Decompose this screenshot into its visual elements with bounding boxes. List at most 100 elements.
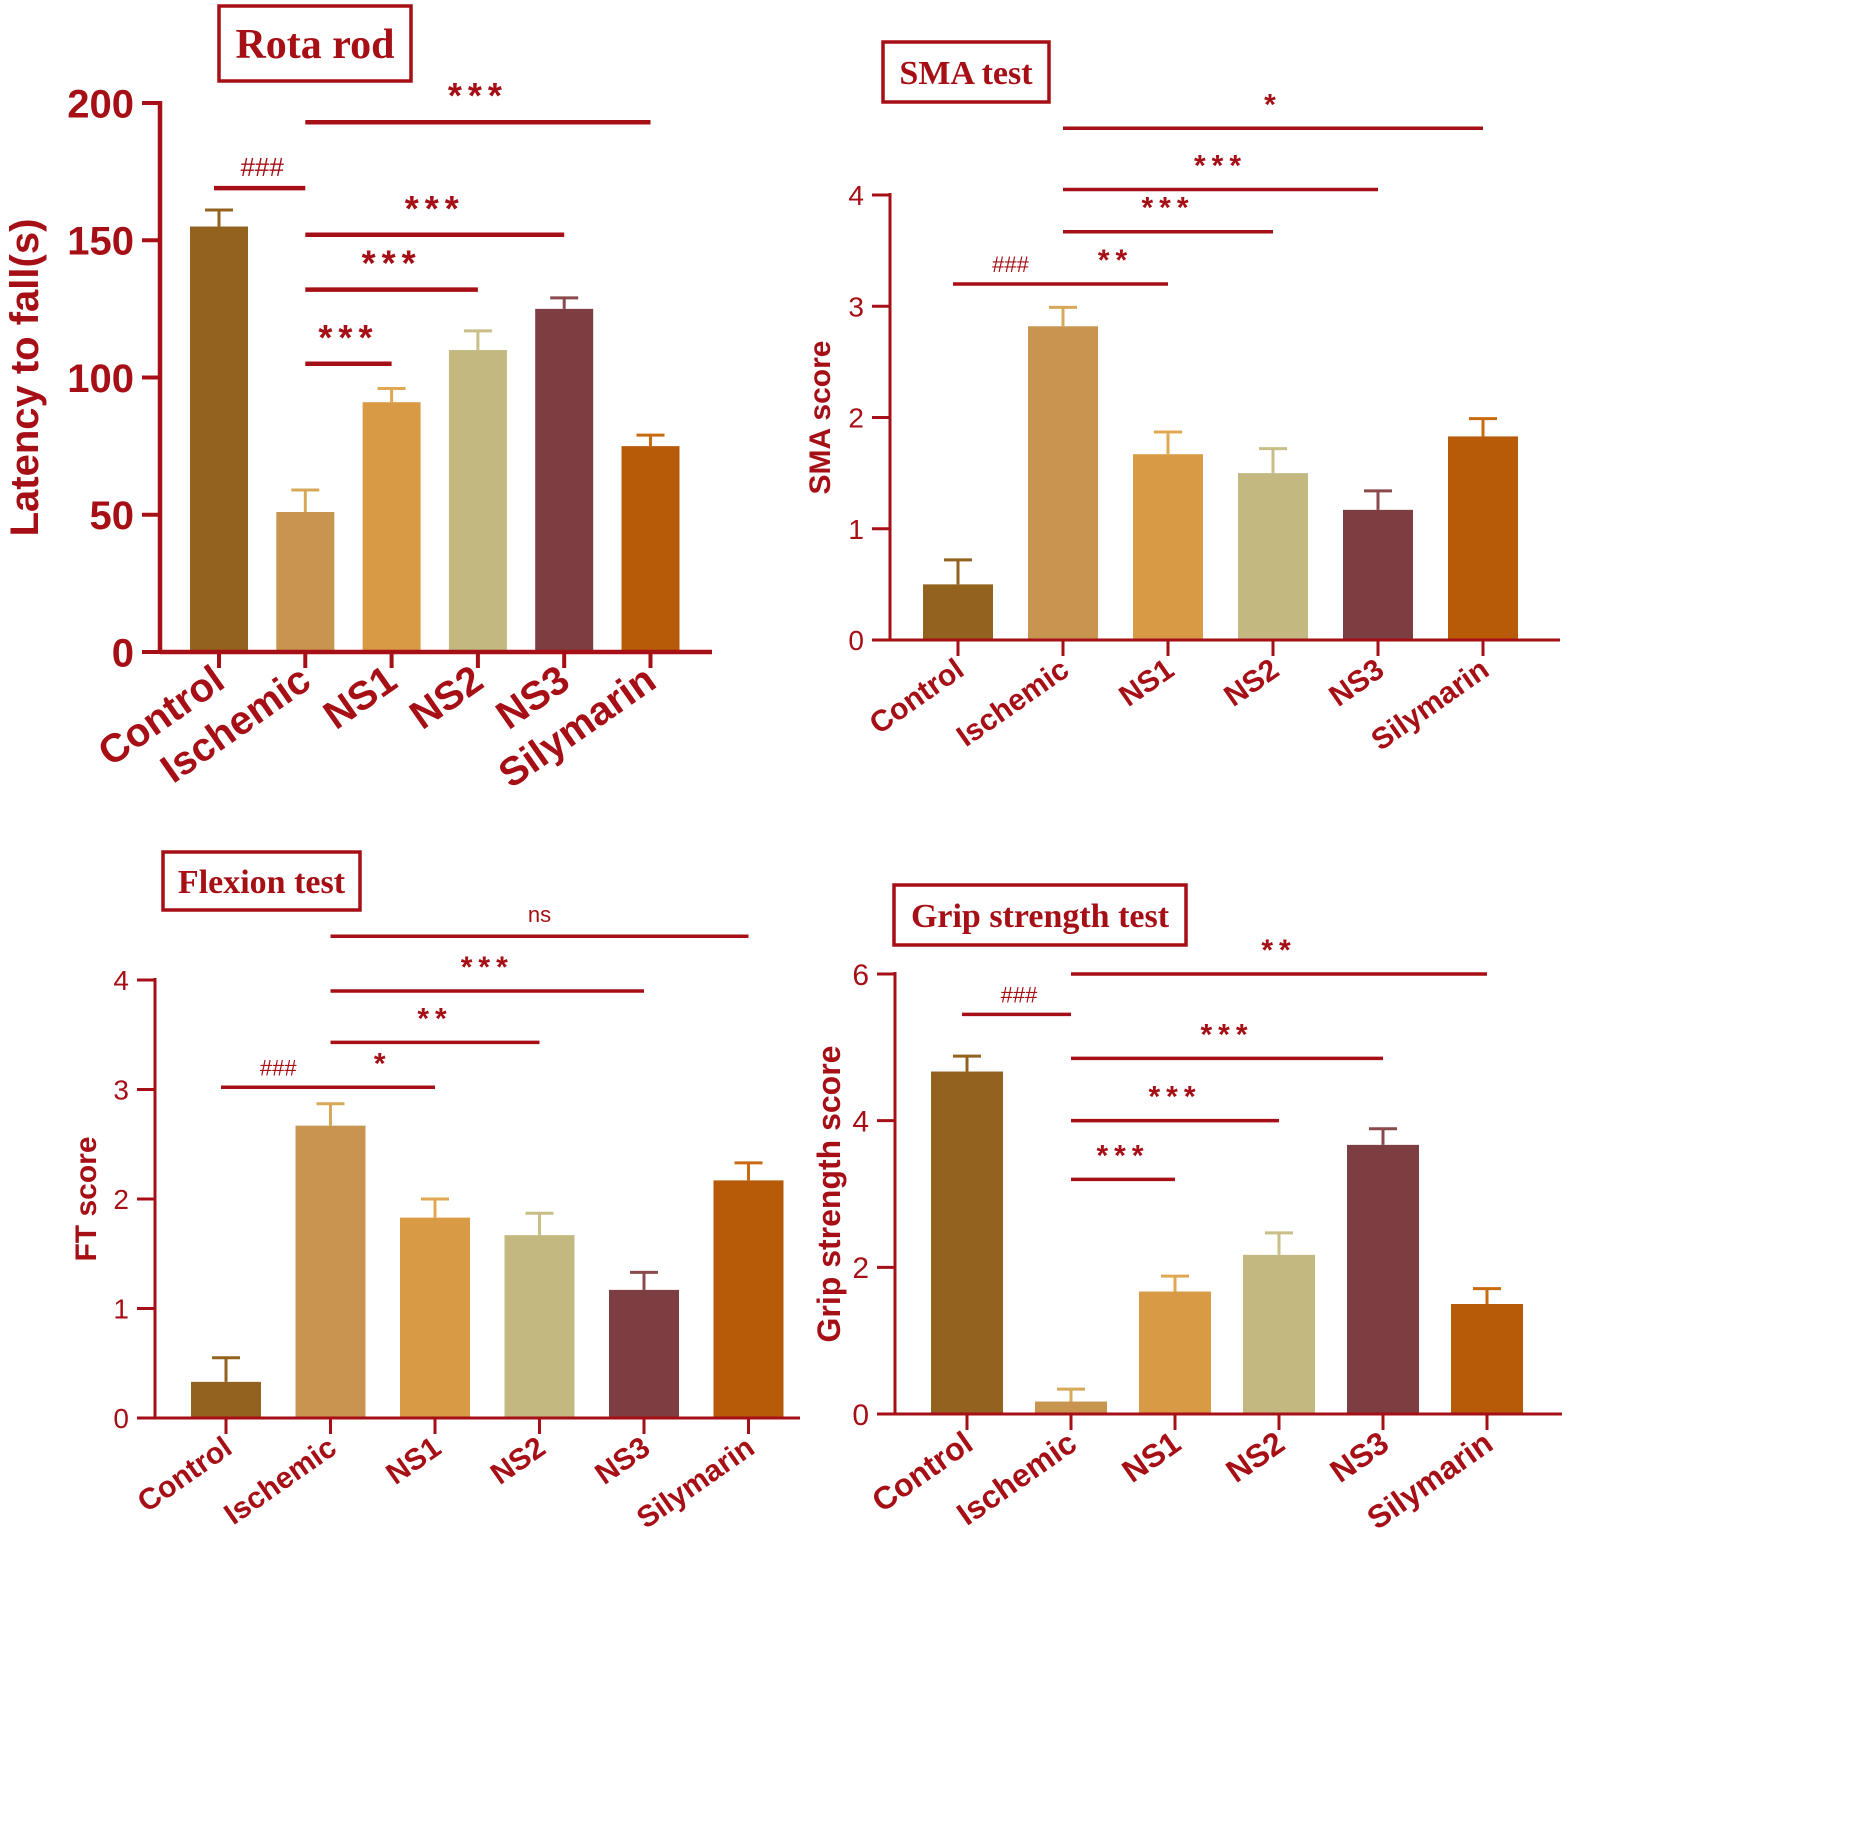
bar-ns2 bbox=[1238, 473, 1308, 640]
error-bar-control bbox=[205, 208, 233, 227]
bar-control bbox=[191, 1381, 261, 1418]
x-tick-label-ns3: NS3 bbox=[1323, 1424, 1395, 1489]
y-tick-label: 0 bbox=[113, 1403, 129, 1434]
significance-label: *** bbox=[1194, 149, 1247, 182]
error-bar-ns3 bbox=[1364, 489, 1392, 510]
bar-control bbox=[190, 226, 248, 652]
bar-ns2 bbox=[1243, 1254, 1315, 1414]
bar-ns3 bbox=[1343, 509, 1413, 640]
y-tick-label: 200 bbox=[67, 82, 134, 126]
y-tick-label: 4 bbox=[852, 1105, 869, 1138]
chart-title-box bbox=[881, 40, 1051, 104]
x-tick-label-ns1: NS1 bbox=[380, 1431, 447, 1492]
bar-silymarin bbox=[713, 1180, 784, 1418]
error-bar-ns3 bbox=[550, 296, 579, 309]
chart-title-box bbox=[892, 883, 1188, 947]
x-tick-label-silymarin: Silymarin bbox=[1365, 653, 1495, 758]
x-tick-label-ischemic: Ischemic bbox=[950, 1424, 1083, 1532]
x-tick-label-ns1: NS1 bbox=[1113, 653, 1180, 714]
bar-ns3 bbox=[1347, 1144, 1419, 1414]
chart-title: Grip strength test bbox=[911, 898, 1170, 935]
bar-ischemic bbox=[1035, 1401, 1107, 1414]
bar-ns1 bbox=[362, 402, 421, 652]
error-bar-ischemic bbox=[316, 1102, 345, 1126]
x-tick-label-silymarin: Silymarin bbox=[631, 1431, 761, 1536]
significance-label: *** bbox=[461, 951, 514, 984]
y-tick-label: 3 bbox=[113, 1075, 129, 1106]
bar-ns2 bbox=[504, 1235, 575, 1418]
y-axis-label: Latency to fall(s) bbox=[3, 219, 47, 537]
bar-ischemic bbox=[1028, 326, 1098, 640]
error-bar-ischemic bbox=[1049, 305, 1077, 327]
bar-ischemic bbox=[295, 1125, 366, 1418]
bar-control bbox=[931, 1071, 1003, 1414]
bar-ischemic bbox=[276, 512, 335, 652]
bar-control bbox=[923, 584, 993, 640]
error-bar-ns2 bbox=[1265, 1231, 1293, 1255]
y-tick-label: 0 bbox=[112, 631, 134, 675]
x-tick-label-ns2: NS2 bbox=[1219, 1424, 1291, 1489]
x-tick-label-ns2: NS2 bbox=[402, 657, 491, 738]
error-bar-ns3 bbox=[630, 1270, 658, 1290]
significance-label: *** bbox=[1148, 1081, 1201, 1114]
x-tick-label-ischemic: Ischemic bbox=[218, 1431, 342, 1532]
y-axis-label: FT score bbox=[70, 1136, 103, 1261]
bar-ns2 bbox=[448, 350, 507, 652]
y-tick-label: 2 bbox=[848, 403, 864, 434]
y-tick-label: 1 bbox=[113, 1294, 129, 1325]
y-tick-label: 0 bbox=[852, 1399, 869, 1432]
x-tick-label-ns2: NS2 bbox=[1218, 653, 1285, 714]
significance-label: ### bbox=[240, 152, 284, 182]
y-tick-label: 4 bbox=[848, 180, 864, 211]
significance-label: ### bbox=[992, 252, 1029, 277]
bar-silymarin bbox=[1451, 1304, 1523, 1414]
significance-label: ** bbox=[417, 1002, 452, 1035]
error-bar-ischemic bbox=[291, 488, 320, 513]
x-tick-label-ns3: NS3 bbox=[1323, 653, 1390, 714]
y-tick-label: 100 bbox=[67, 357, 134, 401]
x-tick-label-ns2: NS2 bbox=[485, 1431, 552, 1492]
significance-label: ** bbox=[1098, 244, 1133, 277]
significance-label: *** bbox=[448, 75, 508, 116]
error-bar-control bbox=[212, 1356, 240, 1382]
bar-ns3 bbox=[609, 1289, 679, 1418]
error-bar-ns1 bbox=[1161, 1274, 1189, 1292]
error-bar-ns1 bbox=[377, 386, 406, 403]
bar-ns1 bbox=[1133, 454, 1203, 640]
significance-label: * bbox=[374, 1047, 392, 1080]
error-bar-silymarin bbox=[1473, 1287, 1501, 1304]
error-bar-silymarin bbox=[734, 1161, 763, 1181]
significance-label: *** bbox=[405, 188, 465, 229]
bar-ns1 bbox=[1139, 1291, 1211, 1414]
x-tick-label-ns1: NS1 bbox=[1115, 1424, 1187, 1489]
bar-silymarin bbox=[1448, 436, 1518, 640]
significance-label: ### bbox=[260, 1055, 297, 1080]
error-bar-ischemic bbox=[1057, 1387, 1085, 1402]
bar-ns3 bbox=[535, 308, 594, 652]
significance-label: ** bbox=[1261, 934, 1296, 967]
y-axis-label: Grip strength score bbox=[811, 1046, 847, 1343]
significance-label: ns bbox=[528, 902, 551, 927]
significance-label: *** bbox=[1200, 1018, 1253, 1051]
significance-label: *** bbox=[362, 243, 422, 284]
significance-label: *** bbox=[1141, 192, 1194, 225]
y-tick-label: 50 bbox=[90, 494, 135, 538]
x-tick-label-ischemic: Ischemic bbox=[951, 653, 1075, 754]
chart-title: Rota rod bbox=[235, 22, 394, 68]
x-tick-label-ns1: NS1 bbox=[316, 657, 405, 738]
error-bar-silymarin bbox=[636, 433, 665, 447]
y-tick-label: 2 bbox=[852, 1252, 869, 1285]
significance-label: *** bbox=[318, 317, 378, 358]
chart-title-box bbox=[161, 850, 362, 912]
y-tick-label: 0 bbox=[848, 625, 864, 656]
y-axis-label: SMA score bbox=[804, 341, 837, 495]
y-tick-label: 2 bbox=[113, 1184, 129, 1215]
y-tick-label: 150 bbox=[67, 220, 134, 264]
y-tick-label: 1 bbox=[848, 514, 864, 545]
chart-title: Flexion test bbox=[178, 864, 346, 901]
x-tick-label-ns3: NS3 bbox=[589, 1431, 656, 1492]
